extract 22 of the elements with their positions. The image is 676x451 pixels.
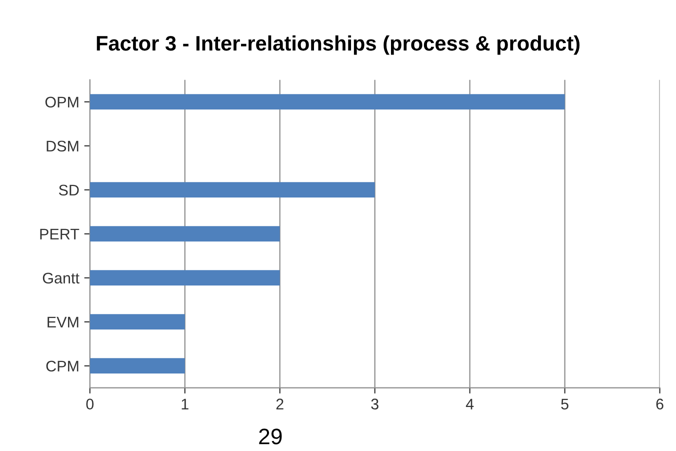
x-tick-label: 3 [371, 398, 378, 410]
x-tick-label: 1 [182, 398, 188, 410]
x-tick-label: 4 [466, 398, 474, 410]
bar [90, 182, 375, 198]
bar [90, 314, 185, 330]
y-tick-label: EVM [48, 316, 78, 328]
y-tick-label: PERT [40, 228, 80, 240]
y-tick-label: DSM [46, 140, 78, 152]
x-tick-label: 0 [86, 398, 94, 410]
x-tick-label: 5 [561, 398, 568, 410]
x-tick-label: 6 [656, 398, 664, 410]
y-tick-label: CPM [46, 360, 78, 372]
x-tick-label: 2 [276, 398, 284, 410]
y-tick-label: SD [58, 184, 79, 196]
bar [90, 270, 280, 286]
bar [90, 226, 280, 242]
text: 29 [259, 428, 282, 444]
chart-title: Factor 3 - Inter-relationships (process & product) [96, 35, 580, 55]
bar [90, 358, 185, 374]
bar [90, 94, 565, 110]
y-tick-label: Gantt [42, 272, 80, 284]
y-tick-label: OPM [45, 96, 78, 108]
